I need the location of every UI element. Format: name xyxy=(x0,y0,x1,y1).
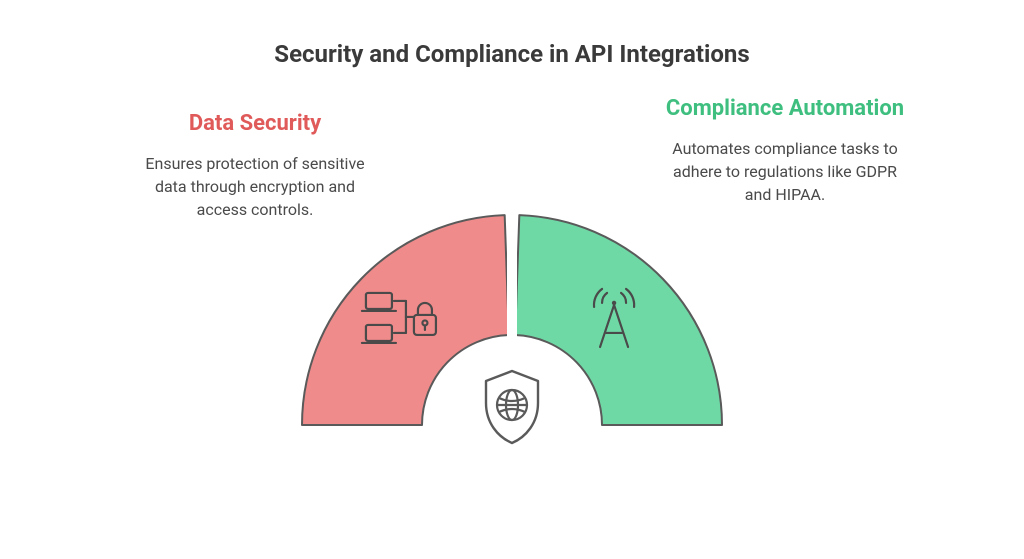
shield-globe-icon xyxy=(476,367,548,447)
center-shield-badge xyxy=(464,359,560,455)
gauge-center-gap xyxy=(507,185,517,363)
gauge-chart xyxy=(292,185,732,445)
data-security-title: Data Security xyxy=(130,110,380,138)
page-title: Security and Compliance in API Integrati… xyxy=(0,40,1024,68)
compliance-automation-title: Compliance Automation xyxy=(660,95,910,123)
